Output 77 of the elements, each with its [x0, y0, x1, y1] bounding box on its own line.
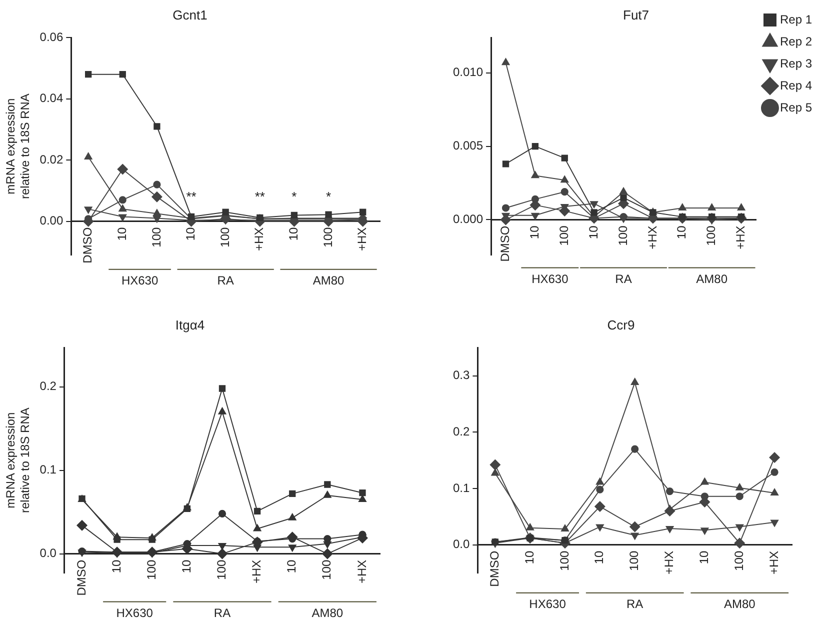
y-axis-title: mRNA expression relative to 18S RNA: [4, 408, 32, 513]
y-tick-label: 0.005: [453, 138, 484, 153]
legend-label: Rep 4: [780, 78, 812, 92]
annotation: *: [292, 188, 297, 204]
y-tick-label: 0.0: [452, 537, 470, 552]
x-tick-label: 10: [109, 559, 124, 574]
x-tick-label: 10: [286, 227, 301, 241]
x-tick-label: +HX: [354, 560, 369, 584]
y-tick-label: 0.02: [40, 152, 64, 166]
y-tick-label: 0.1: [452, 480, 470, 495]
x-tick-label: 100: [320, 227, 335, 248]
text: HX630: [116, 606, 154, 620]
x-tick-label: 10: [284, 559, 299, 574]
y-tick-label: 0.00: [40, 214, 64, 228]
x-tick-label: DMSO: [74, 560, 88, 596]
text: AM80: [696, 272, 728, 286]
x-tick-label: 10: [522, 550, 536, 564]
legend-label: Rep 5: [780, 100, 812, 114]
y-tick-label: 0.0: [40, 546, 57, 560]
legend-label: Rep 2: [780, 34, 812, 48]
x-tick-label: 10: [674, 225, 689, 240]
text: AM80: [312, 606, 344, 620]
text: AM80: [724, 597, 756, 612]
annotation: *: [326, 188, 332, 204]
chart-title: Ccr9: [607, 317, 635, 332]
text: RA: [615, 272, 632, 286]
x-tick-label: DMSO: [80, 227, 95, 264]
chart-title: Gcnt1: [172, 7, 208, 22]
x-tick-label: +HX: [355, 227, 370, 252]
annotation: **: [254, 188, 265, 204]
x-tick-label: 10: [179, 559, 194, 574]
x-tick-label: 10: [184, 227, 198, 241]
x-tick-label: 100: [144, 559, 158, 580]
x-tick-label: 100: [218, 227, 232, 248]
y-tick-label: 0.06: [40, 30, 64, 44]
y-tick-label: 0.04: [40, 91, 64, 106]
text: HX630: [529, 597, 566, 612]
y-axis-title: mRNA expression relative to 18S RNA: [4, 94, 32, 199]
x-tick-label: 100: [616, 225, 630, 246]
x-tick-label: 100: [556, 225, 571, 246]
y-tick-label: 0.000: [453, 212, 484, 226]
y-tick-label: 0.1: [40, 462, 57, 477]
y-tick-label: 0.3: [452, 368, 470, 382]
x-tick-label: +HX: [645, 226, 660, 250]
annotation: **: [186, 188, 196, 204]
x-tick-label: 100: [627, 550, 642, 571]
x-tick-label: 10: [592, 550, 606, 564]
y-tick-label: 0.2: [452, 424, 470, 438]
legend-label: Rep 1: [780, 12, 812, 26]
x-tick-label: +HX: [662, 550, 676, 575]
x-tick-label: DMSO: [498, 226, 512, 262]
chart-title: Itgα4: [175, 317, 205, 332]
x-tick-label: +HX: [252, 227, 266, 252]
x-tick-label: 100: [704, 225, 718, 246]
text: HX630: [121, 274, 158, 288]
x-tick-label: 100: [214, 559, 229, 580]
text: RA: [217, 274, 234, 288]
y-tick-label: 0.010: [453, 65, 484, 80]
text: AM80: [312, 274, 345, 288]
x-tick-label: 100: [732, 550, 746, 571]
x-tick-label: 100: [149, 227, 164, 248]
text: RA: [214, 606, 231, 620]
x-tick-label: 100: [557, 550, 572, 571]
chart-title: Fut7: [622, 7, 650, 22]
x-tick-label: +HX: [250, 560, 264, 584]
x-tick-label: +HX: [734, 226, 748, 250]
text: HX630: [532, 272, 569, 286]
x-tick-label: 10: [697, 550, 711, 564]
text: RA: [626, 597, 644, 612]
x-tick-label: +HX: [766, 550, 781, 575]
x-tick-label: 10: [114, 227, 129, 241]
legend-label: Rep 3: [780, 56, 812, 70]
x-tick-label: 10: [586, 225, 600, 240]
x-tick-label: 100: [320, 559, 334, 580]
x-tick-label: 10: [528, 225, 542, 240]
y-tick-label: 0.2: [40, 379, 57, 394]
x-tick-label: DMSO: [487, 550, 502, 587]
